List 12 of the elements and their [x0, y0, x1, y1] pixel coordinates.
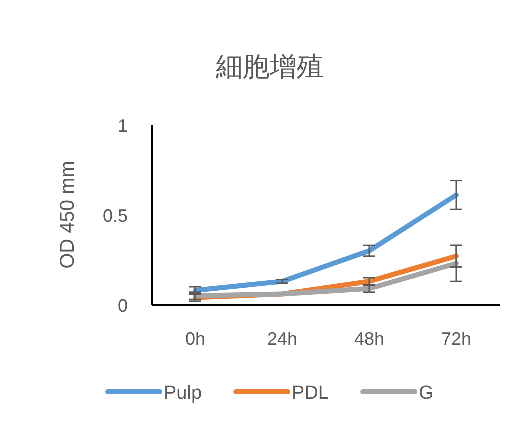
legend-label: PDL	[292, 383, 329, 404]
y-tick-label: 1	[118, 116, 128, 136]
y-tick-label: 0	[118, 296, 128, 316]
y-tick-label: 0.5	[102, 206, 128, 226]
x-tick-label: 48h	[354, 329, 385, 349]
y-axis-title: OD 450 mm	[57, 161, 79, 269]
chart-title: 細胞增殖	[215, 52, 324, 82]
legend-label: Pulp	[164, 383, 202, 404]
x-tick-label: 72h	[441, 329, 472, 349]
x-tick-label: 24h	[267, 329, 298, 349]
x-tick-label: 0h	[185, 329, 206, 349]
legend-label: G	[419, 383, 434, 404]
